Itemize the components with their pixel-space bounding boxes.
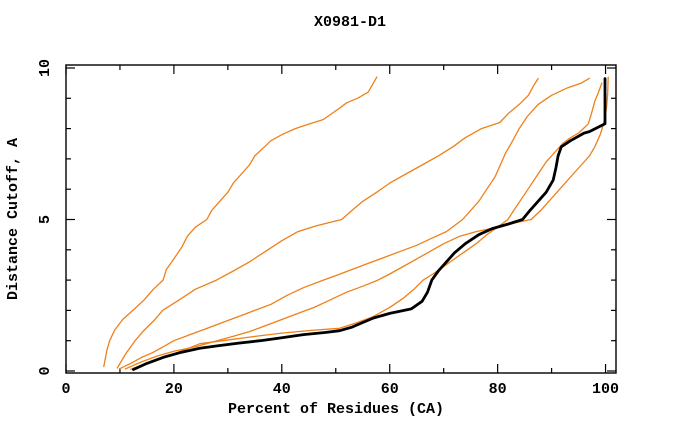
x-tick-label: 0 — [61, 381, 70, 398]
curve-model-5 — [130, 82, 603, 370]
curve-model-3 — [119, 77, 591, 370]
curves — [103, 76, 609, 371]
x-axis-label: Percent of Residues (CA) — [228, 401, 444, 418]
curve-model-1 — [103, 76, 378, 368]
curve-reference — [132, 77, 607, 371]
tick-labels: 0 20 40 60 80 100 0 5 10 — [37, 59, 619, 398]
x-tick-label: 80 — [489, 381, 507, 398]
curve-model-4 — [124, 76, 609, 370]
x-tick-label: 20 — [165, 381, 183, 398]
y-axis-label: Distance Cutoff, A — [5, 138, 22, 300]
y-tick-label: 5 — [37, 215, 54, 224]
frame-rect — [65, 64, 617, 374]
x-tick-label: 60 — [381, 381, 399, 398]
plot-frame — [65, 64, 617, 374]
plot-title: X0981-D1 — [314, 14, 386, 31]
x-tick-label: 40 — [273, 381, 291, 398]
x-tick-label: 100 — [592, 381, 619, 398]
curve-model-2 — [116, 77, 539, 369]
axis-ticks — [65, 65, 616, 373]
y-tick-label: 0 — [37, 366, 54, 375]
y-tick-label: 10 — [37, 59, 54, 77]
